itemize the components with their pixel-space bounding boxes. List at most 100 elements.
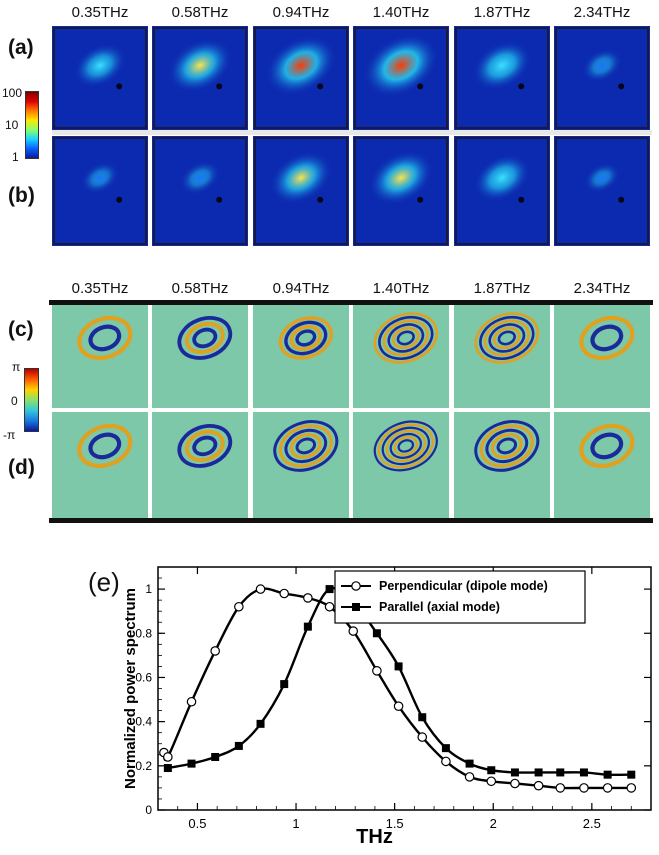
- data-point-perpendicular: [255, 584, 266, 594]
- row-c-phase-map: [253, 305, 349, 408]
- row-label-d: (d): [8, 456, 35, 479]
- colorbar-tick-1: 1: [12, 150, 19, 164]
- data-point-parallel: [441, 744, 450, 753]
- series-line-perpendicular: [162, 587, 632, 790]
- data-point-parallel: [163, 764, 172, 773]
- data-point-perpendicular: [210, 646, 220, 656]
- data-point-perpendicular: [441, 756, 451, 767]
- phase-freq-label: 0.94THz: [272, 280, 330, 297]
- data-point-perpendicular: [486, 776, 497, 787]
- data-point-parallel: [465, 759, 474, 768]
- spectrum-chart: (e) 0.5 1 1.5 2 2.5 0 0.2 0.4 0.6 0.8 1 THz Normaliz…: [0, 545, 659, 850]
- data-point-parallel: [303, 622, 312, 631]
- row-c-phase-map: [554, 305, 650, 408]
- data-point-perpendicular: [393, 701, 404, 711]
- data-point-perpendicular: [626, 783, 637, 793]
- data-point-perpendicular: [533, 780, 544, 791]
- row-a-amplitude-map: [152, 26, 248, 130]
- row-b-amplitude-map: [253, 136, 349, 246]
- spectrum-chart-svg: 0.5 1 1.5 2 2.5 0 0.2 0.4 0.6 0.8 1 THz Normalized p…: [122, 566, 652, 848]
- data-point-parallel: [534, 768, 543, 777]
- amplitude-row-separator: [52, 130, 652, 135]
- y-tick-label: 0.8: [135, 626, 152, 640]
- row-d-phase-map: [353, 412, 449, 518]
- data-point-parallel: [372, 629, 381, 638]
- row-a-amplitude-map: [454, 26, 550, 130]
- y-tick-label: 0.6: [135, 670, 152, 684]
- row-d-phase-map: [454, 412, 550, 518]
- data-point-parallel: [394, 662, 403, 671]
- x-tick-label: 1.5: [386, 816, 404, 831]
- y-tick-label: 0.4: [135, 715, 152, 729]
- chart-panel-label: (e): [88, 567, 120, 597]
- row-d-phase-map: [554, 412, 650, 518]
- x-tick-label: 2.5: [583, 816, 601, 831]
- data-point-perpendicular: [372, 666, 382, 676]
- x-axis-label: THz: [356, 826, 393, 848]
- data-point-perpendicular: [303, 593, 313, 603]
- row-label-c: (c): [8, 318, 34, 341]
- phase-freq-label: 1.40THz: [372, 280, 430, 297]
- phase-freq-label: 1.87THz: [473, 280, 531, 297]
- phase-freq-label: 0.58THz: [171, 280, 229, 297]
- phase-freq-label: 0.35THz: [71, 280, 129, 297]
- data-point-perpendicular: [417, 732, 428, 742]
- row-d-phase-map: [52, 412, 148, 518]
- legend-box: [334, 570, 586, 624]
- data-point-perpendicular: [163, 752, 173, 762]
- x-tick-label: 1: [292, 816, 299, 831]
- amplitude-freq-label: 1.40THz: [372, 4, 430, 21]
- data-point-parallel: [487, 766, 496, 775]
- colorbar-tick-10: 10: [5, 118, 19, 132]
- legend-label: Perpendicular (dipole mode): [379, 579, 548, 593]
- amplitude-freq-label: 0.58THz: [171, 4, 229, 21]
- data-point-perpendicular: [510, 778, 520, 789]
- data-point-perpendicular: [464, 772, 475, 782]
- y-tick-label: 0.2: [135, 759, 152, 773]
- data-point-parallel: [234, 741, 243, 750]
- x-tick-label: 2: [490, 816, 497, 831]
- data-point-perpendicular: [234, 601, 244, 612]
- row-a-amplitude-map: [253, 26, 349, 130]
- legend-label: Parallel (axial mode): [379, 600, 500, 614]
- row-c-phase-map: [353, 305, 449, 408]
- row-a-amplitude-map: [353, 26, 449, 130]
- row-d-phase-map: [152, 412, 248, 518]
- data-point-parallel: [510, 768, 519, 777]
- data-point-parallel: [603, 770, 612, 779]
- amplitude-freq-label: 0.35THz: [71, 4, 129, 21]
- colorbar-tick-100: 100: [2, 86, 23, 100]
- phase-top-border: [49, 300, 653, 305]
- phase-row-separator: [52, 408, 652, 412]
- amplitude-freq-label: 0.94THz: [272, 4, 330, 21]
- data-point-perpendicular: [555, 783, 566, 793]
- phase-bottom-border: [49, 518, 653, 523]
- data-point-parallel: [579, 768, 588, 777]
- row-a-amplitude-map: [52, 26, 148, 130]
- row-b-amplitude-map: [152, 136, 248, 246]
- phase-freq-label: 2.34THz: [573, 280, 631, 297]
- colorbar-tick-neg-pi: -π: [3, 428, 16, 442]
- data-point-parallel: [280, 680, 289, 689]
- colorbar-tick-zero: 0: [11, 394, 18, 408]
- row-b-amplitude-map: [554, 136, 650, 246]
- row-c-phase-map: [454, 305, 550, 408]
- row-c-phase-map: [52, 305, 148, 408]
- data-point-parallel: [211, 752, 220, 761]
- data-point-parallel: [556, 768, 565, 777]
- x-tick-label: 0.5: [188, 816, 206, 831]
- row-b-amplitude-map: [353, 136, 449, 246]
- data-point-perpendicular: [324, 601, 335, 612]
- amplitude-colorbar-gradient: [25, 91, 39, 159]
- row-label-b: (b): [8, 184, 35, 207]
- row-d-phase-map: [253, 412, 349, 518]
- y-axis-label: Normalized power spectrum: [122, 588, 139, 789]
- data-point-parallel: [418, 713, 427, 722]
- y-tick-label: 1: [145, 582, 152, 596]
- data-point-perpendicular: [579, 783, 589, 793]
- amplitude-freq-label: 2.34THz: [573, 4, 631, 21]
- data-point-parallel: [627, 770, 636, 779]
- row-b-amplitude-map: [454, 136, 550, 246]
- data-point-perpendicular: [186, 696, 197, 707]
- row-b-amplitude-map: [52, 136, 148, 246]
